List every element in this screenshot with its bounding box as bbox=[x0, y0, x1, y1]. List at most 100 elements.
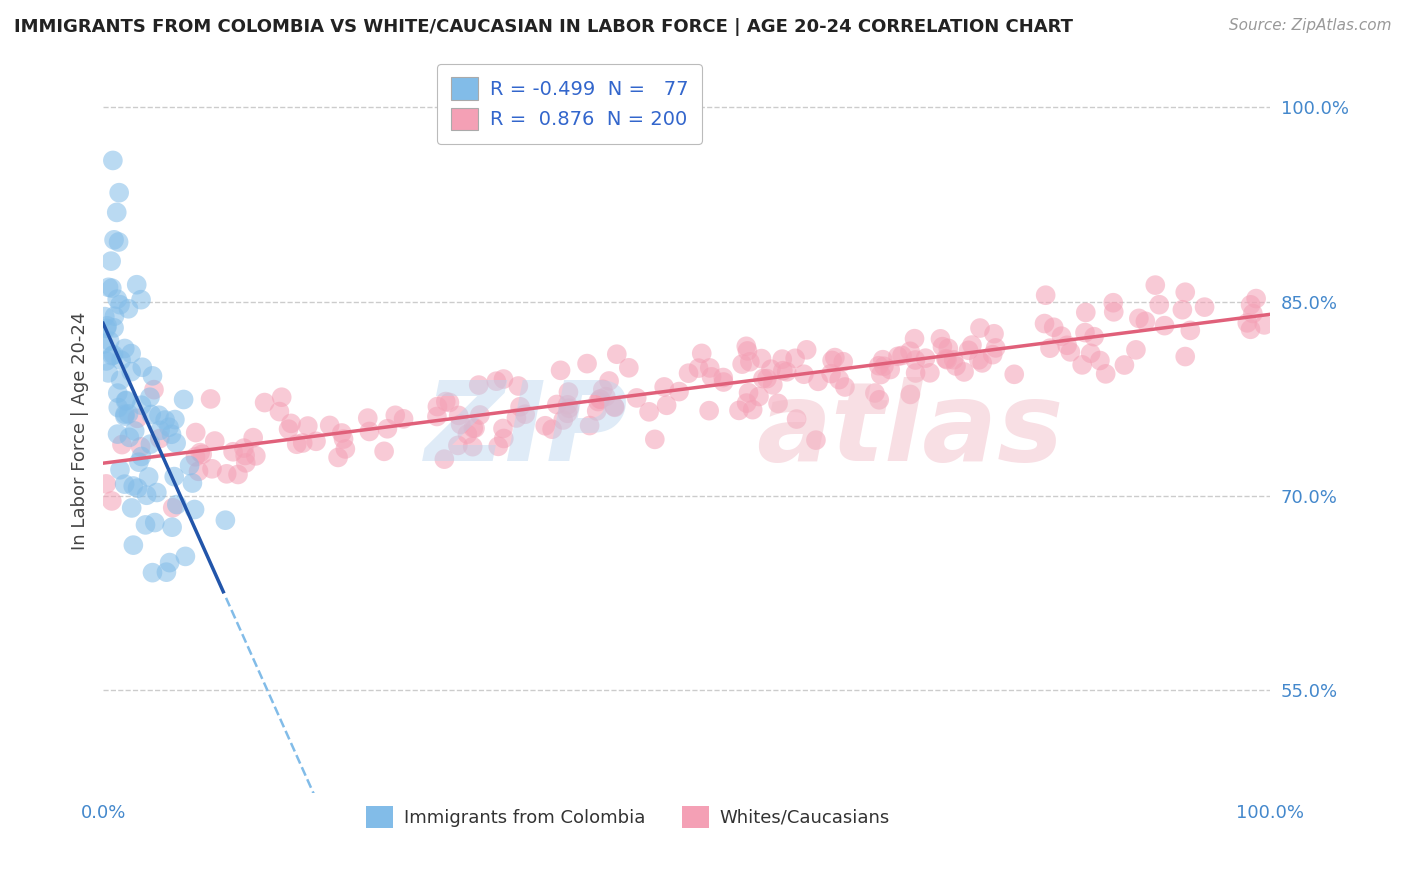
Point bbox=[785, 351, 807, 366]
Point bbox=[731, 357, 754, 371]
Point bbox=[644, 433, 666, 447]
Point bbox=[127, 481, 149, 495]
Point bbox=[1074, 305, 1097, 319]
Point bbox=[550, 363, 572, 377]
Point bbox=[332, 432, 354, 446]
Point bbox=[392, 412, 415, 426]
Point bbox=[143, 383, 166, 397]
Point bbox=[326, 450, 349, 465]
Point bbox=[96, 476, 118, 491]
Point bbox=[832, 354, 855, 368]
Point bbox=[486, 439, 509, 453]
Point bbox=[1174, 350, 1197, 364]
Point bbox=[162, 500, 184, 515]
Point bbox=[903, 332, 925, 346]
Point bbox=[984, 341, 1007, 355]
Point bbox=[107, 235, 129, 249]
Point bbox=[163, 469, 186, 483]
Point bbox=[297, 419, 319, 434]
Point bbox=[426, 409, 449, 424]
Point bbox=[626, 391, 648, 405]
Point bbox=[960, 338, 983, 352]
Point bbox=[595, 390, 617, 404]
Point bbox=[904, 366, 927, 380]
Point bbox=[534, 418, 557, 433]
Point bbox=[741, 402, 763, 417]
Point bbox=[1102, 295, 1125, 310]
Point bbox=[1180, 323, 1202, 337]
Point bbox=[135, 488, 157, 502]
Point bbox=[201, 462, 224, 476]
Point bbox=[359, 425, 381, 439]
Point bbox=[1239, 298, 1261, 312]
Point bbox=[1149, 298, 1171, 312]
Point bbox=[1125, 343, 1147, 357]
Point bbox=[1002, 368, 1025, 382]
Point bbox=[97, 280, 120, 294]
Point bbox=[700, 369, 723, 384]
Point bbox=[157, 420, 180, 434]
Point bbox=[215, 467, 238, 481]
Point bbox=[94, 310, 117, 324]
Point bbox=[957, 343, 980, 358]
Point bbox=[377, 422, 399, 436]
Point bbox=[589, 392, 612, 407]
Point bbox=[101, 349, 124, 363]
Point bbox=[735, 396, 758, 410]
Point bbox=[439, 395, 461, 409]
Point bbox=[235, 456, 257, 470]
Point bbox=[148, 409, 170, 423]
Point bbox=[869, 368, 891, 382]
Point bbox=[558, 401, 581, 416]
Point bbox=[96, 321, 118, 335]
Point bbox=[139, 390, 162, 404]
Point bbox=[766, 396, 789, 410]
Point bbox=[598, 374, 620, 388]
Point bbox=[245, 449, 267, 463]
Point bbox=[1035, 288, 1057, 302]
Point bbox=[107, 427, 129, 442]
Point bbox=[1102, 305, 1125, 319]
Point bbox=[357, 411, 380, 425]
Point bbox=[108, 463, 131, 477]
Point bbox=[127, 411, 149, 425]
Point bbox=[128, 455, 150, 469]
Point bbox=[638, 405, 661, 419]
Point bbox=[129, 440, 152, 454]
Point bbox=[1033, 317, 1056, 331]
Point bbox=[153, 413, 176, 427]
Point bbox=[668, 384, 690, 399]
Point bbox=[179, 458, 201, 473]
Point bbox=[114, 477, 136, 491]
Point bbox=[183, 502, 205, 516]
Point bbox=[335, 442, 357, 456]
Point bbox=[492, 372, 515, 386]
Point bbox=[1171, 302, 1194, 317]
Point bbox=[159, 556, 181, 570]
Point bbox=[166, 498, 188, 512]
Point bbox=[557, 385, 579, 400]
Point bbox=[748, 390, 770, 404]
Point bbox=[1059, 344, 1081, 359]
Point bbox=[101, 494, 124, 508]
Point bbox=[121, 500, 143, 515]
Point bbox=[1071, 358, 1094, 372]
Point bbox=[131, 398, 153, 412]
Point bbox=[103, 309, 125, 323]
Point bbox=[824, 351, 846, 365]
Point bbox=[125, 277, 148, 292]
Point bbox=[981, 348, 1004, 362]
Point bbox=[96, 354, 118, 368]
Point bbox=[141, 368, 163, 383]
Point bbox=[728, 403, 751, 417]
Point bbox=[141, 566, 163, 580]
Point bbox=[101, 153, 124, 168]
Point bbox=[1236, 316, 1258, 330]
Point bbox=[967, 352, 990, 367]
Point bbox=[738, 355, 761, 369]
Point bbox=[120, 346, 142, 360]
Point bbox=[617, 360, 640, 375]
Point bbox=[872, 352, 894, 367]
Point bbox=[174, 549, 197, 564]
Point bbox=[269, 404, 291, 418]
